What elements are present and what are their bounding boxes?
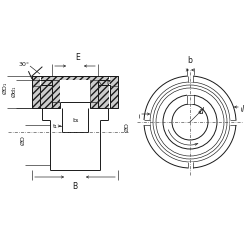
Bar <box>40 85 52 108</box>
Text: b₁: b₁ <box>73 118 79 122</box>
Text: l: l <box>242 104 244 114</box>
Bar <box>60 102 90 108</box>
Text: t₁: t₁ <box>52 124 58 128</box>
Text: ØD: ØD <box>125 122 130 132</box>
Bar <box>52 80 60 102</box>
Bar <box>109 76 110 108</box>
Text: Ød₁: Ød₁ <box>12 85 16 97</box>
Bar <box>60 80 90 108</box>
Bar <box>186 94 194 104</box>
Text: r₁: r₁ <box>106 80 111 84</box>
Bar <box>143 120 150 124</box>
Bar <box>188 75 192 82</box>
Bar <box>32 76 118 86</box>
Bar <box>52 102 60 108</box>
Bar <box>98 85 110 108</box>
Bar <box>52 80 60 102</box>
Text: E: E <box>76 53 80 62</box>
Text: b: b <box>188 56 192 65</box>
Bar <box>109 76 118 108</box>
Text: d: d <box>198 107 203 116</box>
Bar <box>40 76 41 108</box>
Bar <box>90 80 98 102</box>
Text: B: B <box>72 182 78 191</box>
Text: 30°: 30° <box>19 62 30 66</box>
Bar <box>90 102 98 108</box>
Bar <box>230 120 237 124</box>
Bar <box>32 76 41 108</box>
Text: ØD: ØD <box>20 135 25 145</box>
Text: ØD₁: ØD₁ <box>2 82 7 94</box>
Bar <box>188 162 192 169</box>
